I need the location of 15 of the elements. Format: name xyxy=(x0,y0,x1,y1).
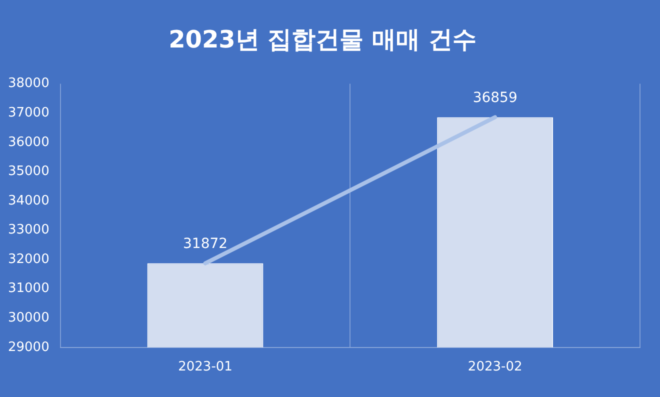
y-tick-label: 37000 xyxy=(8,105,50,120)
chart-title: 2023년 집합건물 매매 건수 xyxy=(168,26,476,54)
data-label: 36859 xyxy=(472,90,518,106)
data-label: 31872 xyxy=(182,236,228,252)
y-tick-label: 34000 xyxy=(8,193,50,208)
y-tick-label: 31000 xyxy=(8,281,50,296)
x-tick-label: 2023-01 xyxy=(178,360,232,375)
x-tick-label: 2023-02 xyxy=(468,360,522,375)
y-tick-label: 38000 xyxy=(8,76,50,92)
y-tick-label: 30000 xyxy=(8,310,50,326)
y-tick-label: 29000 xyxy=(8,340,50,355)
y-tick-label: 36000 xyxy=(8,134,50,150)
y-tick-label: 32000 xyxy=(8,252,50,267)
y-tick-label: 33000 xyxy=(8,222,50,238)
y-tick-label: 35000 xyxy=(8,164,50,180)
